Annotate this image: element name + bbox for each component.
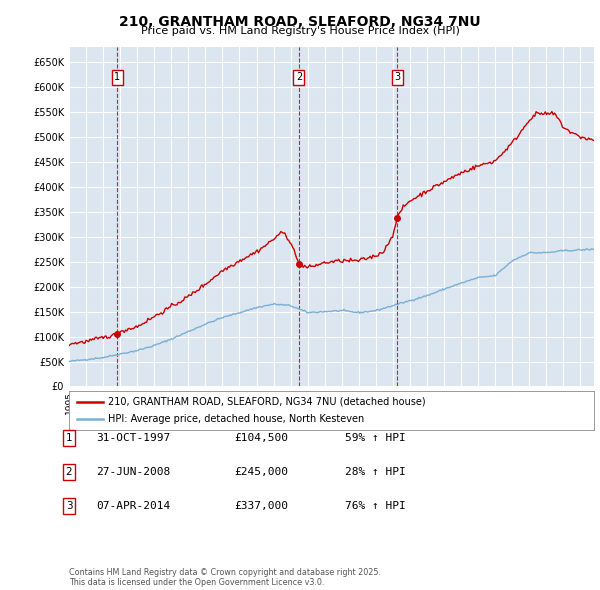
Text: 210, GRANTHAM ROAD, SLEAFORD, NG34 7NU (detached house): 210, GRANTHAM ROAD, SLEAFORD, NG34 7NU (… bbox=[109, 396, 426, 407]
Text: 28% ↑ HPI: 28% ↑ HPI bbox=[345, 467, 406, 477]
Text: 210, GRANTHAM ROAD, SLEAFORD, NG34 7NU: 210, GRANTHAM ROAD, SLEAFORD, NG34 7NU bbox=[119, 15, 481, 30]
Text: 27-JUN-2008: 27-JUN-2008 bbox=[96, 467, 170, 477]
Text: 07-APR-2014: 07-APR-2014 bbox=[96, 502, 170, 511]
Text: 76% ↑ HPI: 76% ↑ HPI bbox=[345, 502, 406, 511]
Text: 1: 1 bbox=[114, 72, 121, 82]
Text: 59% ↑ HPI: 59% ↑ HPI bbox=[345, 433, 406, 442]
Text: 31-OCT-1997: 31-OCT-1997 bbox=[96, 433, 170, 442]
Text: 3: 3 bbox=[394, 72, 401, 82]
Text: 3: 3 bbox=[65, 502, 73, 511]
Text: £245,000: £245,000 bbox=[234, 467, 288, 477]
Text: 2: 2 bbox=[65, 467, 73, 477]
Text: 2: 2 bbox=[296, 72, 302, 82]
Text: 1: 1 bbox=[65, 433, 73, 442]
Text: £104,500: £104,500 bbox=[234, 433, 288, 442]
Text: HPI: Average price, detached house, North Kesteven: HPI: Average price, detached house, Nort… bbox=[109, 414, 365, 424]
Text: Contains HM Land Registry data © Crown copyright and database right 2025.
This d: Contains HM Land Registry data © Crown c… bbox=[69, 568, 381, 587]
Text: £337,000: £337,000 bbox=[234, 502, 288, 511]
Text: Price paid vs. HM Land Registry's House Price Index (HPI): Price paid vs. HM Land Registry's House … bbox=[140, 26, 460, 36]
